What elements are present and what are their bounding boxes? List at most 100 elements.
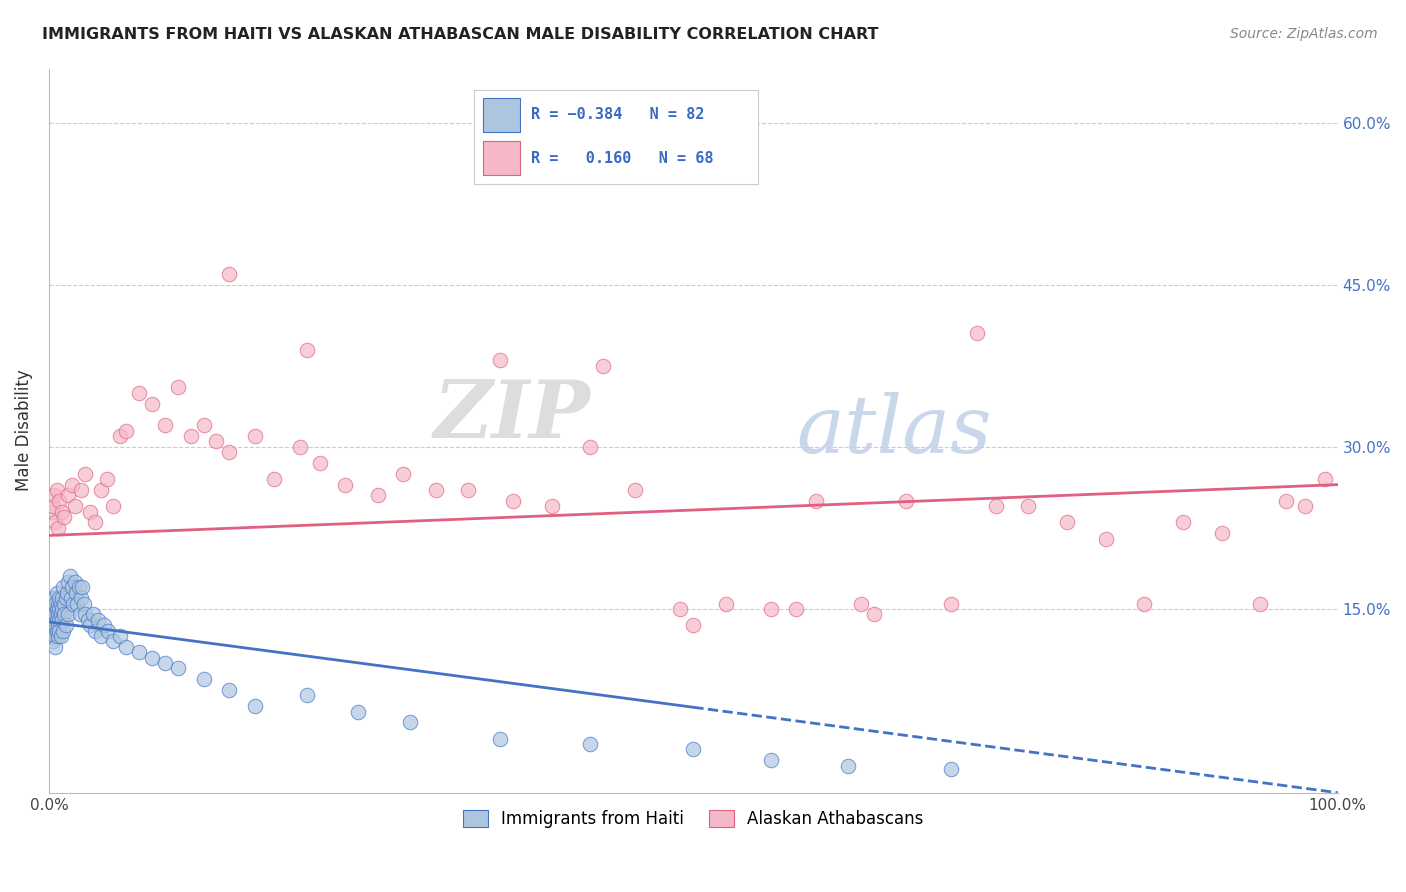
Point — [1249, 597, 1271, 611]
Point — [205, 434, 228, 449]
Point — [592, 359, 614, 373]
Point — [966, 326, 988, 341]
Point — [108, 629, 131, 643]
Point — [60, 477, 83, 491]
Point — [45, 483, 67, 497]
Point — [502, 493, 524, 508]
Point — [49, 629, 72, 643]
Text: Source: ZipAtlas.com: Source: ZipAtlas.com — [1230, 27, 1378, 41]
Point — [837, 758, 859, 772]
Point — [1133, 597, 1156, 611]
Point — [290, 440, 312, 454]
Point — [193, 418, 215, 433]
Point — [115, 640, 138, 654]
Y-axis label: Male Disability: Male Disability — [15, 369, 32, 491]
Point — [51, 602, 73, 616]
Point — [392, 467, 415, 481]
Point — [1275, 493, 1298, 508]
Point — [58, 569, 80, 583]
Point — [45, 602, 67, 616]
Point — [63, 574, 86, 589]
Point — [1056, 516, 1078, 530]
Point — [457, 483, 479, 497]
Point — [308, 456, 330, 470]
Point — [42, 488, 65, 502]
Point — [53, 510, 76, 524]
Point — [243, 429, 266, 443]
Point — [84, 516, 107, 530]
Point — [42, 607, 65, 622]
Point — [45, 624, 67, 638]
Point — [49, 607, 72, 622]
Point — [579, 440, 602, 454]
Point — [398, 715, 420, 730]
Point — [73, 607, 96, 622]
Point — [42, 500, 65, 514]
Point — [62, 597, 84, 611]
Point — [141, 396, 163, 410]
Point — [42, 591, 65, 606]
Point — [669, 602, 692, 616]
Point — [52, 624, 75, 638]
Point — [46, 521, 69, 535]
Point — [894, 493, 917, 508]
Point — [42, 602, 65, 616]
Point — [53, 607, 76, 622]
Point — [58, 607, 80, 622]
Point — [1211, 526, 1233, 541]
Point — [425, 483, 447, 497]
Point — [87, 613, 110, 627]
Point — [1017, 500, 1039, 514]
Point — [153, 418, 176, 433]
Point — [347, 705, 370, 719]
Point — [1171, 516, 1194, 530]
Point — [489, 731, 512, 746]
Point — [70, 591, 93, 606]
Point — [44, 597, 66, 611]
Point — [44, 640, 66, 654]
Point — [939, 762, 962, 776]
Point — [1094, 532, 1116, 546]
Point — [624, 483, 647, 497]
Point — [44, 516, 66, 530]
Point — [60, 580, 83, 594]
Point — [540, 500, 562, 514]
Point — [42, 634, 65, 648]
Text: IMMIGRANTS FROM HAITI VS ALASKAN ATHABASCAN MALE DISABILITY CORRELATION CHART: IMMIGRANTS FROM HAITI VS ALASKAN ATHABAS… — [42, 27, 879, 42]
Point — [44, 607, 66, 622]
Point — [682, 618, 704, 632]
Point — [53, 597, 76, 611]
Point — [41, 505, 63, 519]
Point — [56, 585, 79, 599]
Point — [45, 613, 67, 627]
Point — [58, 488, 80, 502]
Point — [759, 753, 782, 767]
Point — [58, 574, 80, 589]
Point — [44, 629, 66, 643]
Point — [49, 597, 72, 611]
Point — [66, 597, 89, 611]
Point — [46, 618, 69, 632]
Point — [89, 483, 111, 497]
Point — [46, 607, 69, 622]
Point — [218, 445, 240, 459]
Point — [46, 597, 69, 611]
Point — [166, 661, 188, 675]
Point — [46, 629, 69, 643]
Point — [103, 634, 125, 648]
Point — [115, 424, 138, 438]
Point — [41, 613, 63, 627]
Text: atlas: atlas — [796, 392, 991, 469]
Legend: Immigrants from Haiti, Alaskan Athabascans: Immigrants from Haiti, Alaskan Athabasca… — [456, 804, 931, 835]
Point — [785, 602, 807, 616]
Point — [335, 477, 357, 491]
Point — [1313, 472, 1336, 486]
Point — [79, 505, 101, 519]
Point — [128, 645, 150, 659]
Point — [153, 656, 176, 670]
Point — [939, 597, 962, 611]
Point — [79, 618, 101, 632]
Point — [67, 580, 90, 594]
Point — [108, 429, 131, 443]
Point — [76, 613, 98, 627]
